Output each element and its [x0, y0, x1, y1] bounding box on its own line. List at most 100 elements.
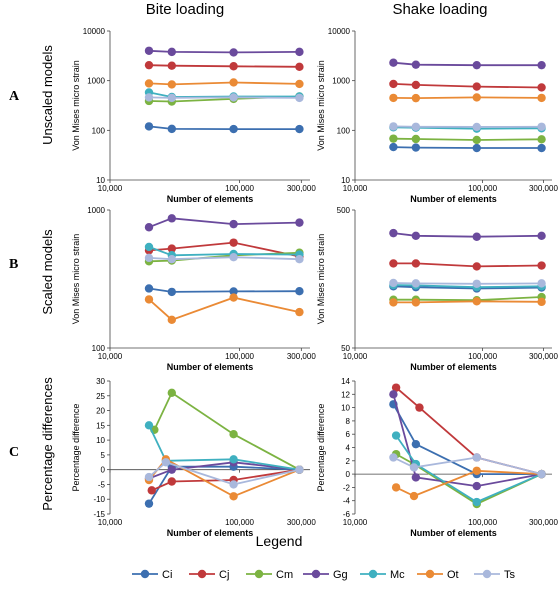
y-axis-label: Percentage difference	[316, 404, 326, 492]
data-point-Ts	[411, 279, 421, 288]
data-point-Ot	[472, 466, 481, 475]
x-tick-label: 10,000	[343, 352, 368, 361]
legend: Ci Cj Cm Gg Mc Ot Ts	[132, 569, 516, 581]
y-tick-label: 10000	[328, 27, 351, 36]
data-point-Mc	[144, 242, 154, 252]
data-point-Gg	[411, 231, 421, 241]
legend-marker	[425, 569, 435, 579]
series-line-Gg	[148, 461, 300, 480]
legend-item-Mc: Mc	[360, 569, 405, 581]
y-tick-label: 10000	[83, 27, 106, 36]
data-point-Cj	[389, 79, 398, 89]
series-line-Ci	[392, 403, 542, 476]
data-point-Ci	[295, 124, 304, 134]
data-point-Ts	[409, 463, 419, 472]
y-tick-label: 1000	[87, 206, 105, 215]
row-letter-c: C	[9, 445, 19, 460]
series-line-Cj	[148, 64, 300, 68]
data-point-Gg	[389, 58, 398, 67]
series-line-Gg	[148, 217, 300, 229]
data-point-Cm	[472, 135, 481, 145]
series-line-Gg	[148, 49, 300, 54]
y-tick-label: 12	[341, 390, 350, 399]
data-point-Gg	[295, 218, 304, 227]
data-point-Ot	[391, 483, 401, 492]
data-point-Ot	[295, 307, 304, 317]
series-Ts	[389, 122, 546, 132]
y-tick-label: 0	[101, 466, 106, 475]
legend-marker	[482, 569, 492, 579]
y-axis-label: Von Mises micro strain	[71, 234, 81, 325]
data-point-Ci	[167, 287, 177, 297]
chart-C-shake: -6 -4 -2 0 2 4 6 8 10 12 14 10,000 100,000 300,000 Num…	[316, 377, 558, 538]
data-point-Ts	[229, 252, 238, 262]
legend-marker	[254, 569, 264, 579]
data-point-Ts	[472, 453, 481, 462]
y-tick-label: 10	[341, 176, 350, 185]
data-point-Gg	[411, 473, 421, 482]
row-letter-a: A	[9, 89, 20, 104]
y-tick-label: 10	[96, 176, 105, 185]
y-tick-label: -4	[343, 497, 351, 506]
y-tick-label: -15	[93, 510, 105, 519]
series-Ts	[144, 252, 304, 264]
data-point-Ot	[229, 293, 238, 302]
y-tick-label: 1000	[332, 77, 350, 86]
series-line-Ot	[393, 300, 542, 304]
y-tick-label: 2	[346, 457, 351, 466]
legend-item-Cj: Cj	[189, 569, 229, 581]
data-point-Ts	[295, 465, 304, 474]
series-Gg	[389, 58, 546, 70]
data-point-Gg	[389, 228, 398, 238]
legend-marker	[140, 569, 150, 579]
series-Gg	[144, 46, 304, 57]
data-point-Ci	[144, 499, 154, 508]
legend-label: Cm	[276, 569, 293, 581]
data-point-Mc	[391, 431, 401, 440]
data-point-Cj	[229, 62, 238, 71]
x-axis-label: Number of elements	[167, 362, 254, 372]
series-line-Cm	[393, 137, 542, 141]
y-axis-label: Von Mises micro strain	[316, 234, 326, 325]
data-point-Ci	[389, 142, 398, 152]
series-line-Ot	[395, 469, 542, 497]
legend-marker	[311, 569, 321, 579]
data-point-Gg	[229, 219, 238, 229]
x-tick-label: 300,000	[529, 518, 558, 527]
data-point-Ot	[389, 93, 398, 103]
data-point-Ot	[144, 295, 154, 304]
legend-item-Ci: Ci	[132, 569, 172, 581]
series-Ot	[144, 293, 304, 325]
data-point-Ot	[472, 297, 481, 306]
series-Ot	[389, 297, 546, 307]
x-axis-label: Number of elements	[167, 528, 254, 538]
data-point-Ci	[411, 143, 421, 152]
series-line-Ci	[148, 287, 300, 293]
data-point-Ts	[537, 122, 546, 131]
legend-label: Gg	[333, 569, 348, 581]
y-tick-label: 20	[96, 407, 105, 416]
data-point-Mc	[229, 455, 238, 464]
data-point-Gg	[411, 60, 421, 69]
series-line-Ts	[393, 282, 542, 285]
y-tick-label: 4	[346, 444, 351, 453]
x-tick-label: 300,000	[287, 518, 316, 527]
row-letter-b: B	[9, 257, 18, 272]
data-point-Ts	[167, 93, 177, 103]
x-tick-label: 10,000	[98, 518, 123, 527]
series-line-Cm	[153, 391, 300, 471]
y-tick-label: 15	[96, 421, 105, 430]
row-label-scaled: Scaled models	[40, 229, 55, 315]
y-tick-label: 100	[92, 126, 106, 135]
series-Gg	[389, 228, 546, 241]
series-Cm	[389, 134, 546, 145]
y-tick-label: 30	[96, 377, 105, 386]
series-line-Ci	[148, 125, 300, 131]
data-point-Ot	[411, 93, 421, 103]
data-point-Ts	[144, 253, 154, 263]
data-point-Cj	[144, 60, 154, 70]
data-point-Cj	[472, 82, 481, 91]
y-tick-label: 500	[337, 206, 351, 215]
series-line-Gg	[393, 232, 542, 238]
